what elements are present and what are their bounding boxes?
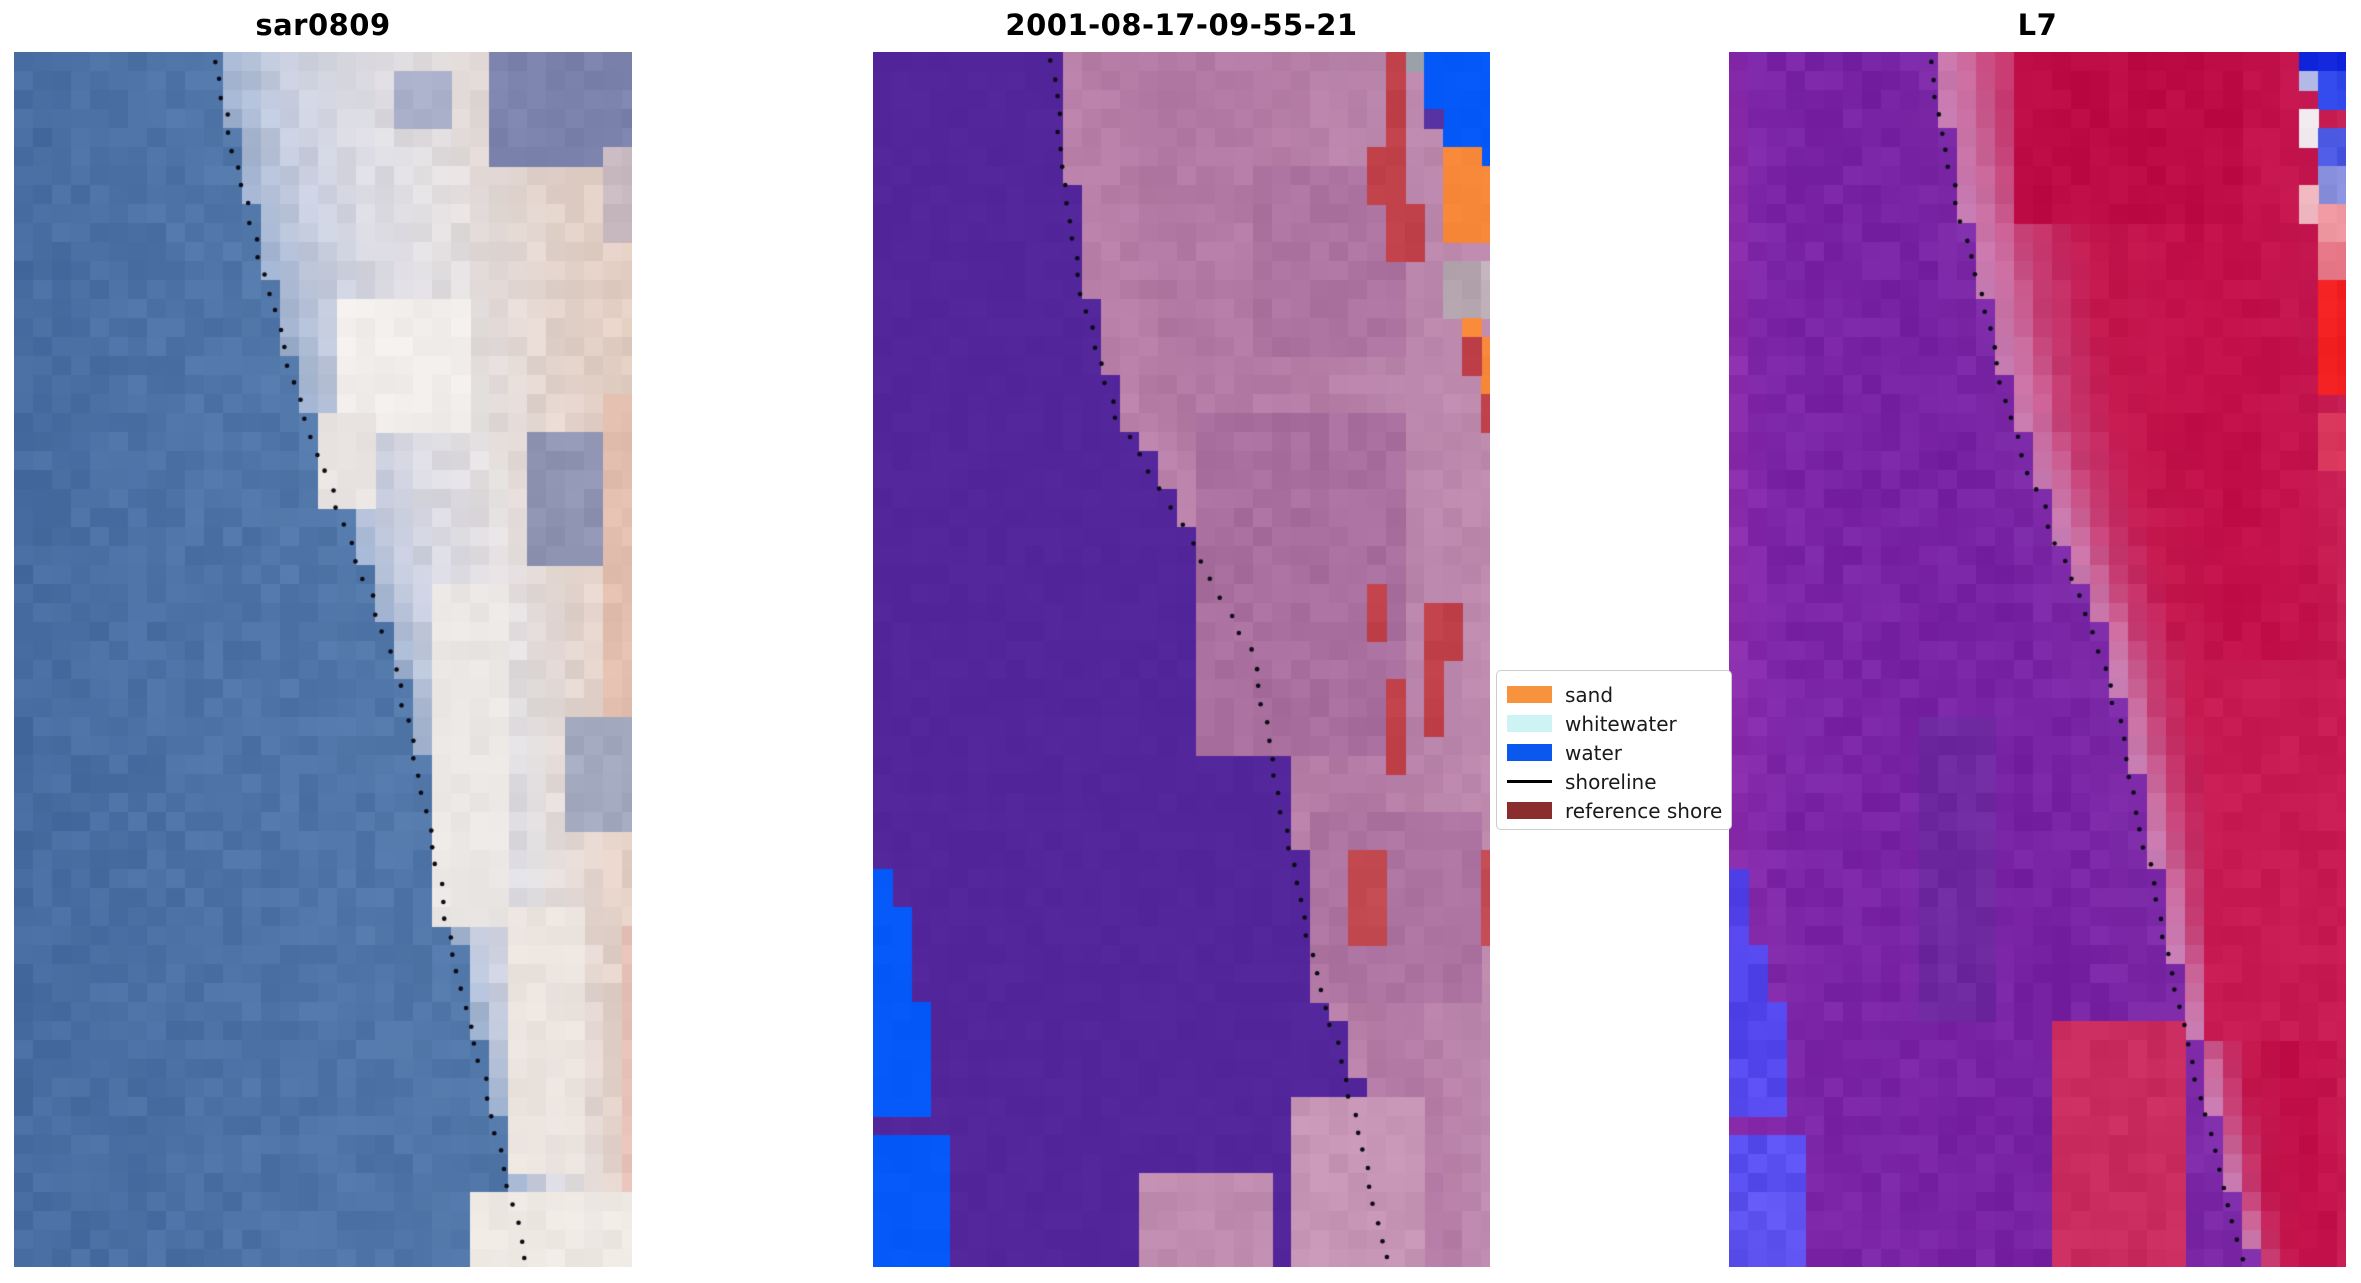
legend: sand whitewater water shoreline reference sh…: [1496, 670, 1732, 830]
legend-item-shoreline: shoreline: [1507, 767, 1731, 796]
legend-swatch-reference-shore-icon: [1507, 802, 1552, 819]
legend-label: water: [1565, 740, 1622, 765]
legend-item-whitewater: whitewater: [1507, 709, 1731, 738]
legend-label: sand: [1565, 682, 1614, 707]
panel-classified: 2001-08-17-09-55-21: [873, 8, 1490, 1267]
legend-swatch-water-icon: [1507, 744, 1552, 761]
classified-image: [873, 52, 1490, 1267]
legend-swatch-shoreline-line: [1507, 780, 1552, 783]
legend-label: whitewater: [1565, 711, 1677, 736]
legend-label: shoreline: [1565, 769, 1657, 794]
l7-image: [1729, 52, 2346, 1267]
panel-title-sar0809: sar0809: [255, 8, 391, 42]
panel-title-classified: 2001-08-17-09-55-21: [1005, 8, 1358, 42]
panel-sar0809: sar0809: [14, 8, 632, 1267]
sar0809-image: [14, 52, 632, 1267]
legend-label: reference shore: [1565, 798, 1723, 823]
legend-swatch-sand-icon: [1507, 686, 1552, 703]
legend-item-sand: sand: [1507, 680, 1731, 709]
panel-title-l7: L7: [2017, 8, 2058, 42]
legend-item-water: water: [1507, 738, 1731, 767]
legend-swatch-whitewater-icon: [1507, 715, 1552, 732]
panel-l7: L7: [1729, 8, 2346, 1267]
legend-item-reference-shore: reference shore: [1507, 796, 1731, 825]
